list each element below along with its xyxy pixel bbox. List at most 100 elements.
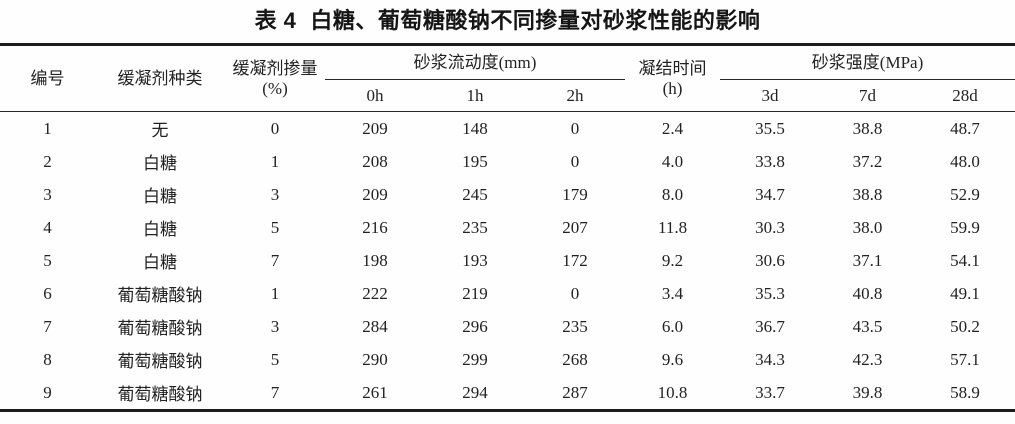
header-fluidity-0h: 0h xyxy=(325,79,425,112)
cell-fluidity-2h: 172 xyxy=(562,250,588,270)
cell-dosage: 7 xyxy=(270,250,280,270)
cell-retarder-type: 葡萄糖酸钠 xyxy=(117,286,203,305)
cell-strength-3d: 33.8 xyxy=(755,151,785,171)
header-fluidity-group: 砂浆流动度(mm) xyxy=(325,44,626,80)
cell-fluidity-0h: 216 xyxy=(362,217,388,237)
header-fluidity-2h: 2h xyxy=(525,79,626,112)
cell-strength-28d: 58.9 xyxy=(950,382,980,402)
cell-fluidity-0h: 209 xyxy=(362,184,388,204)
cell-row-number: 6 xyxy=(43,283,52,303)
table-row: 3 白糖 3 209 245 179 8.0 34.7 38.8 52.9 xyxy=(0,178,1015,211)
cell-fluidity-1h: 299 xyxy=(462,349,488,369)
cell-row-number: 5 xyxy=(43,250,52,270)
cell-row-number: 1 xyxy=(43,118,52,138)
table-number-label: 表 4 xyxy=(254,8,297,33)
cell-retarder-type: 葡萄糖酸钠 xyxy=(117,352,203,371)
cell-retarder-type: 白糖 xyxy=(143,220,177,239)
cell-dosage: 1 xyxy=(270,283,280,303)
cell-fluidity-1h: 193 xyxy=(462,250,488,270)
table-body: 1 无 0 209 148 0 2.4 35.5 38.8 48.7 2 白糖 … xyxy=(0,112,1015,411)
cell-strength-3d: 30.3 xyxy=(755,217,785,237)
cell-strength-3d: 34.3 xyxy=(755,349,785,369)
header-strength-7d: 7d xyxy=(820,79,916,112)
cell-retarder-type: 葡萄糖酸钠 xyxy=(117,319,203,338)
table-header: 编号 缓凝剂种类 缓凝剂掺量 (%) 砂浆流动度(mm) 凝结时间 (h) 砂浆… xyxy=(0,44,1015,112)
header-strength-3d: 3d xyxy=(720,79,821,112)
cell-strength-7d: 43.5 xyxy=(852,316,883,336)
cell-row-number: 7 xyxy=(43,316,52,336)
table-row: 5 白糖 7 198 193 172 9.2 30.6 37.1 54.1 xyxy=(0,244,1015,277)
cell-dosage: 7 xyxy=(270,382,280,402)
header-retarder-dosage-line1: 缓凝剂掺量 xyxy=(232,58,318,78)
cell-setting-time: 2.4 xyxy=(661,118,684,138)
cell-strength-28d: 57.1 xyxy=(950,349,980,369)
cell-dosage: 0 xyxy=(270,118,280,138)
cell-dosage: 3 xyxy=(270,316,280,336)
cell-strength-28d: 54.1 xyxy=(950,250,980,270)
cell-row-number: 3 xyxy=(43,184,52,204)
cell-strength-28d: 48.0 xyxy=(950,151,980,171)
cell-retarder-type: 无 xyxy=(151,121,169,140)
cell-retarder-type: 白糖 xyxy=(143,187,177,206)
header-strength-28d: 28d xyxy=(915,79,1015,112)
cell-row-number: 9 xyxy=(43,382,52,402)
cell-fluidity-2h: 0 xyxy=(570,118,580,138)
table-row: 4 白糖 5 216 235 207 11.8 30.3 38.0 59.9 xyxy=(0,211,1015,244)
cell-retarder-type: 白糖 xyxy=(143,253,177,272)
cell-fluidity-2h: 0 xyxy=(570,151,580,171)
cell-fluidity-2h: 179 xyxy=(562,184,588,204)
cell-fluidity-1h: 245 xyxy=(462,184,488,204)
cell-fluidity-2h: 0 xyxy=(570,283,580,303)
cell-fluidity-2h: 235 xyxy=(562,316,588,336)
header-retarder-dosage-unit: (%) xyxy=(262,78,288,98)
cell-fluidity-1h: 294 xyxy=(462,382,488,402)
cell-fluidity-1h: 148 xyxy=(462,118,488,138)
header-retarder-dosage: 缓凝剂掺量 (%) xyxy=(225,44,325,112)
cell-fluidity-0h: 208 xyxy=(362,151,388,171)
table-row: 6 葡萄糖酸钠 1 222 219 0 3.4 35.3 40.8 49.1 xyxy=(0,277,1015,310)
cell-row-number: 8 xyxy=(43,349,52,369)
cell-setting-time: 10.8 xyxy=(657,382,688,402)
cell-strength-7d: 38.0 xyxy=(852,217,883,237)
cell-fluidity-0h: 222 xyxy=(362,283,388,303)
cell-setting-time: 9.6 xyxy=(661,349,684,369)
cell-setting-time: 8.0 xyxy=(661,184,684,204)
cell-dosage: 5 xyxy=(270,349,280,369)
cell-strength-7d: 38.8 xyxy=(852,184,883,204)
cell-fluidity-2h: 287 xyxy=(562,382,588,402)
cell-fluidity-1h: 296 xyxy=(462,316,488,336)
cell-setting-time: 9.2 xyxy=(661,250,684,270)
table-row: 9 葡萄糖酸钠 7 261 294 287 10.8 33.7 39.8 58.… xyxy=(0,376,1015,411)
header-retarder-type: 缓凝剂种类 xyxy=(95,44,225,112)
cell-dosage: 5 xyxy=(270,217,280,237)
header-setting-time-line1: 凝结时间 xyxy=(638,58,707,78)
header-id: 编号 xyxy=(0,44,95,112)
cell-strength-3d: 36.7 xyxy=(755,316,785,336)
table-row: 7 葡萄糖酸钠 3 284 296 235 6.0 36.7 43.5 50.2 xyxy=(0,310,1015,343)
header-strength-group: 砂浆强度(MPa) xyxy=(720,44,1015,80)
cell-strength-7d: 37.1 xyxy=(852,250,883,270)
cell-retarder-type: 葡萄糖酸钠 xyxy=(117,385,203,404)
cell-strength-7d: 38.8 xyxy=(852,118,883,138)
cell-fluidity-1h: 235 xyxy=(462,217,488,237)
cell-strength-28d: 50.2 xyxy=(950,316,980,336)
cell-setting-time: 3.4 xyxy=(661,283,684,303)
cell-strength-7d: 42.3 xyxy=(852,349,883,369)
table-header-row-sub: 0h 1h 2h 3d 7d 28d xyxy=(0,79,1015,112)
cell-dosage: 1 xyxy=(270,151,280,171)
cell-strength-28d: 59.9 xyxy=(950,217,980,237)
cell-fluidity-1h: 195 xyxy=(462,151,488,171)
cell-fluidity-0h: 284 xyxy=(362,316,388,336)
cell-setting-time: 4.0 xyxy=(661,151,684,171)
header-setting-time-unit: (h) xyxy=(662,78,683,98)
table-row: 8 葡萄糖酸钠 5 290 299 268 9.6 34.3 42.3 57.1 xyxy=(0,343,1015,376)
table-row: 2 白糖 1 208 195 0 4.0 33.8 37.2 48.0 xyxy=(0,145,1015,178)
results-table: 编号 缓凝剂种类 缓凝剂掺量 (%) 砂浆流动度(mm) 凝结时间 (h) 砂浆… xyxy=(0,43,1015,412)
cell-strength-3d: 30.6 xyxy=(755,250,785,270)
cell-fluidity-2h: 207 xyxy=(562,217,588,237)
header-fluidity-1h: 1h xyxy=(425,79,525,112)
header-setting-time: 凝结时间 (h) xyxy=(625,44,721,112)
cell-strength-28d: 49.1 xyxy=(950,283,980,303)
cell-strength-7d: 37.2 xyxy=(852,151,883,171)
table-title: 表 4 白糖、葡萄糖酸钠不同掺量对砂浆性能的影响 xyxy=(0,0,1015,35)
